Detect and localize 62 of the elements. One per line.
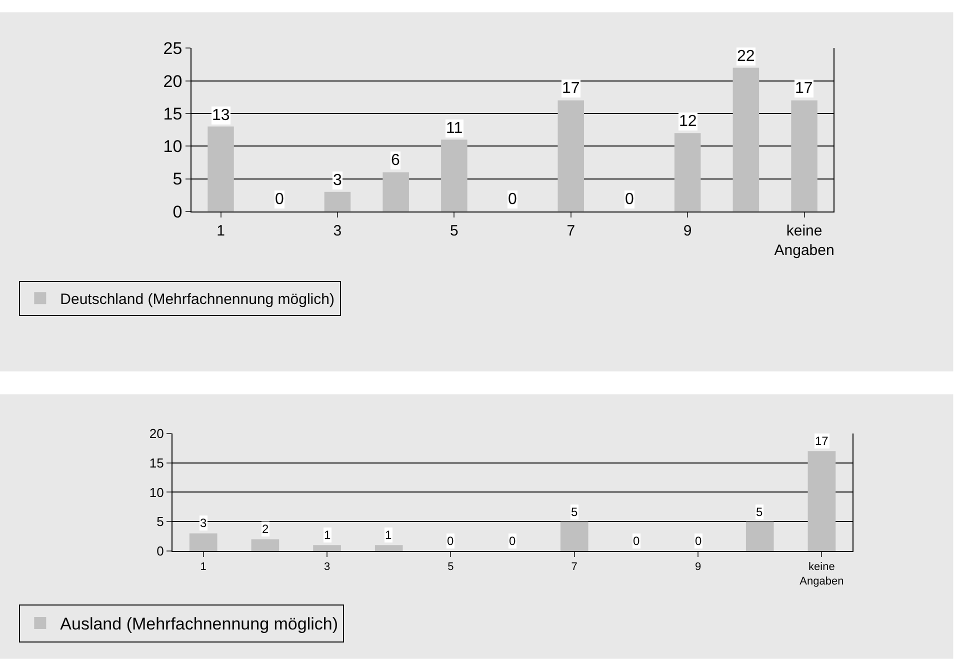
data-label: 5 bbox=[571, 505, 578, 519]
x-tick-label: keine Angaben bbox=[774, 222, 834, 259]
bar bbox=[674, 133, 701, 212]
bar bbox=[558, 100, 584, 212]
data-label: 3 bbox=[200, 516, 207, 530]
bar bbox=[374, 545, 403, 551]
y-tick-label: 25 bbox=[163, 39, 182, 58]
y-tick-label: 5 bbox=[172, 170, 182, 189]
y-tick-label: 20 bbox=[163, 72, 182, 91]
data-label: 0 bbox=[447, 534, 454, 548]
data-label: 1 bbox=[385, 528, 392, 542]
data-label: 2 bbox=[262, 522, 269, 536]
legend-label: Ausland (Mehrfachnennung möglich) bbox=[60, 614, 338, 634]
data-label: 0 bbox=[275, 191, 284, 208]
y-tick-label: 0 bbox=[172, 202, 182, 222]
bar bbox=[382, 172, 409, 212]
data-label: 5 bbox=[756, 505, 763, 519]
bar bbox=[313, 545, 341, 551]
x-tick-label: 5 bbox=[448, 561, 454, 574]
bar bbox=[324, 192, 351, 212]
x-tick-label: 7 bbox=[566, 222, 576, 240]
x-tick-label: 1 bbox=[216, 222, 225, 240]
data-label: 22 bbox=[737, 48, 755, 65]
x-tick-label: 1 bbox=[200, 561, 206, 574]
data-label: 0 bbox=[509, 534, 516, 548]
bar bbox=[746, 522, 774, 551]
data-label: 3 bbox=[333, 172, 342, 189]
data-label: 0 bbox=[695, 534, 702, 548]
data-label: 0 bbox=[508, 191, 517, 208]
y-tick-label: 5 bbox=[156, 514, 164, 530]
x-tick-label: 5 bbox=[450, 222, 458, 240]
data-label: 17 bbox=[795, 80, 813, 97]
data-label: 0 bbox=[625, 191, 634, 208]
data-label: 6 bbox=[391, 152, 400, 169]
x-tick-label: 3 bbox=[324, 561, 330, 574]
bar bbox=[208, 126, 234, 212]
bar bbox=[441, 140, 468, 212]
x-tick-label: 9 bbox=[683, 222, 692, 240]
data-label: 11 bbox=[446, 120, 463, 137]
bar bbox=[732, 68, 760, 212]
data-label: 1 bbox=[324, 528, 331, 542]
x-tick-label: 7 bbox=[571, 561, 578, 574]
bar bbox=[560, 522, 588, 551]
y-tick-label: 0 bbox=[156, 544, 164, 559]
bar bbox=[251, 539, 280, 551]
x-tick-label: keine Angaben bbox=[800, 561, 844, 588]
x-tick-label: 9 bbox=[694, 561, 702, 574]
data-label: 17 bbox=[815, 434, 829, 448]
data-label: 0 bbox=[633, 534, 640, 548]
y-tick-label: 10 bbox=[149, 484, 164, 500]
data-label: 13 bbox=[212, 107, 230, 124]
bar bbox=[808, 451, 836, 551]
x-tick-label: 3 bbox=[333, 222, 342, 240]
y-tick-label: 20 bbox=[149, 426, 164, 441]
data-label: 17 bbox=[562, 80, 580, 97]
legend-label: Deutschland (Mehrfachnennung möglich) bbox=[60, 291, 334, 308]
y-tick-label: 15 bbox=[163, 104, 182, 124]
y-tick-label: 10 bbox=[163, 137, 182, 156]
y-tick-label: 15 bbox=[149, 455, 164, 470]
bar bbox=[189, 533, 218, 551]
data-label: 12 bbox=[679, 113, 697, 130]
bar bbox=[791, 100, 818, 212]
